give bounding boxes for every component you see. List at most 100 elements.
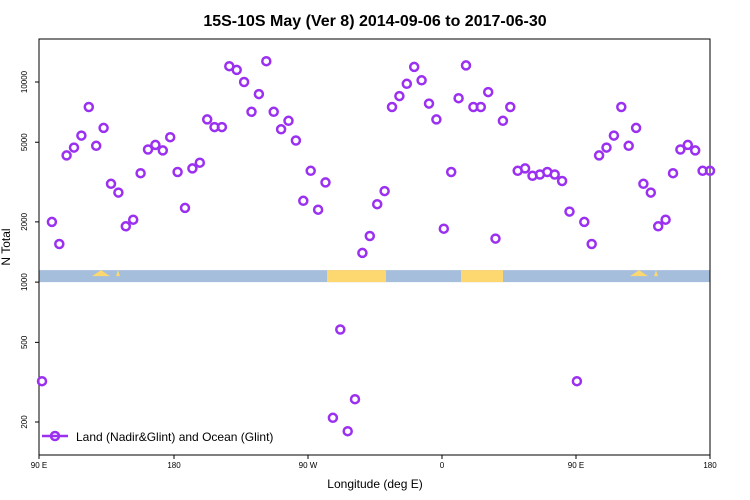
x-tick-label: 90 W xyxy=(299,461,318,470)
data-point xyxy=(505,101,516,113)
data-point xyxy=(630,122,642,134)
data-point xyxy=(105,178,117,190)
x-tick-label: 180 xyxy=(167,461,181,470)
y-tick-label: 5000 xyxy=(20,133,29,151)
y-axis-label: N Total xyxy=(0,228,13,265)
data-point xyxy=(320,177,331,188)
y-tick-label: 2000 xyxy=(20,212,29,230)
data-point xyxy=(357,247,368,259)
data-point xyxy=(675,144,686,155)
land-island xyxy=(92,270,110,277)
data-point xyxy=(275,124,287,135)
data-point xyxy=(312,204,324,215)
data-point xyxy=(645,187,657,198)
data-point xyxy=(68,142,80,153)
data-point xyxy=(394,90,405,102)
x-axis: 90 E 180 90 W 0 90 E 180 xyxy=(31,455,717,470)
data-point xyxy=(408,61,420,73)
data-point xyxy=(490,233,501,244)
data-point xyxy=(201,114,213,125)
legend-marker xyxy=(49,430,61,442)
data-point xyxy=(431,114,442,125)
data-point xyxy=(194,157,206,168)
x-axis-label: Longitude (deg E) xyxy=(327,477,422,491)
data-point xyxy=(667,167,679,179)
data-point xyxy=(571,375,583,387)
data-point xyxy=(342,425,353,437)
data-point xyxy=(157,145,169,156)
data-point xyxy=(238,76,250,88)
data-point xyxy=(246,106,257,118)
data-point xyxy=(172,166,183,178)
land-island xyxy=(654,270,658,277)
y-axis: 200 500 1000 2000 5000 10000 xyxy=(20,70,39,429)
data-point xyxy=(335,324,346,335)
data-point xyxy=(253,88,265,100)
data-point xyxy=(682,139,694,151)
data-point xyxy=(556,175,568,187)
data-point xyxy=(549,169,560,180)
data-point xyxy=(113,187,124,198)
data-point xyxy=(305,165,316,177)
data-point xyxy=(231,64,242,76)
y-tick-label: 500 xyxy=(20,335,29,349)
land-band xyxy=(461,270,503,283)
data-point xyxy=(660,214,671,225)
data-point xyxy=(379,185,390,197)
data-point xyxy=(652,221,664,232)
data-point xyxy=(46,216,58,228)
data-point xyxy=(689,145,701,156)
x-tick-label: 90 E xyxy=(31,461,47,470)
data-point xyxy=(704,165,716,177)
data-point xyxy=(438,223,450,234)
data-point xyxy=(608,130,620,141)
land-island xyxy=(116,270,120,277)
data-point xyxy=(616,101,627,113)
plot-frame xyxy=(38,38,711,456)
land-band xyxy=(327,270,386,283)
data-point xyxy=(386,101,398,113)
data-point xyxy=(482,86,494,98)
legend-entry: Land (Nadir&Glint) and Ocean (Glint) xyxy=(76,430,273,444)
data-point xyxy=(290,135,302,146)
x-tick-label: 90 E xyxy=(568,461,584,470)
x-tick-label: 180 xyxy=(703,461,717,470)
data-point xyxy=(638,178,649,190)
data-point xyxy=(61,150,72,161)
data-point xyxy=(497,115,509,127)
data-point xyxy=(120,221,132,232)
data-point xyxy=(579,216,590,228)
data-point xyxy=(135,167,146,179)
data-point xyxy=(298,195,309,207)
data-point xyxy=(364,230,376,242)
data-point xyxy=(564,206,575,217)
land-island xyxy=(630,270,648,277)
y-tick-label: 200 xyxy=(20,415,29,429)
data-point xyxy=(216,121,228,133)
series-points xyxy=(36,55,716,437)
data-point xyxy=(519,163,531,174)
data-point xyxy=(283,115,294,127)
data-point xyxy=(261,55,272,67)
data-point xyxy=(90,140,102,152)
y-tick-label: 10000 xyxy=(20,70,29,93)
data-point xyxy=(416,75,427,86)
chart-title: 15S-10S May (Ver 8) 2014-09-06 to 2017-0… xyxy=(203,13,546,30)
data-point xyxy=(187,163,198,174)
data-point xyxy=(601,142,612,153)
surface-band xyxy=(39,270,710,283)
data-point xyxy=(327,412,339,424)
data-point xyxy=(623,140,634,152)
y-tick-label: 1000 xyxy=(20,273,29,291)
data-point xyxy=(54,238,65,250)
data-point xyxy=(36,375,48,387)
data-point xyxy=(127,214,139,225)
data-point xyxy=(371,198,383,210)
legend: Land (Nadir&Glint) and Ocean (Glint) xyxy=(42,430,273,444)
data-point xyxy=(401,78,413,90)
data-point xyxy=(83,101,95,113)
data-point xyxy=(593,150,605,161)
data-point xyxy=(349,393,361,405)
data-point xyxy=(98,122,109,134)
data-point xyxy=(423,98,435,109)
